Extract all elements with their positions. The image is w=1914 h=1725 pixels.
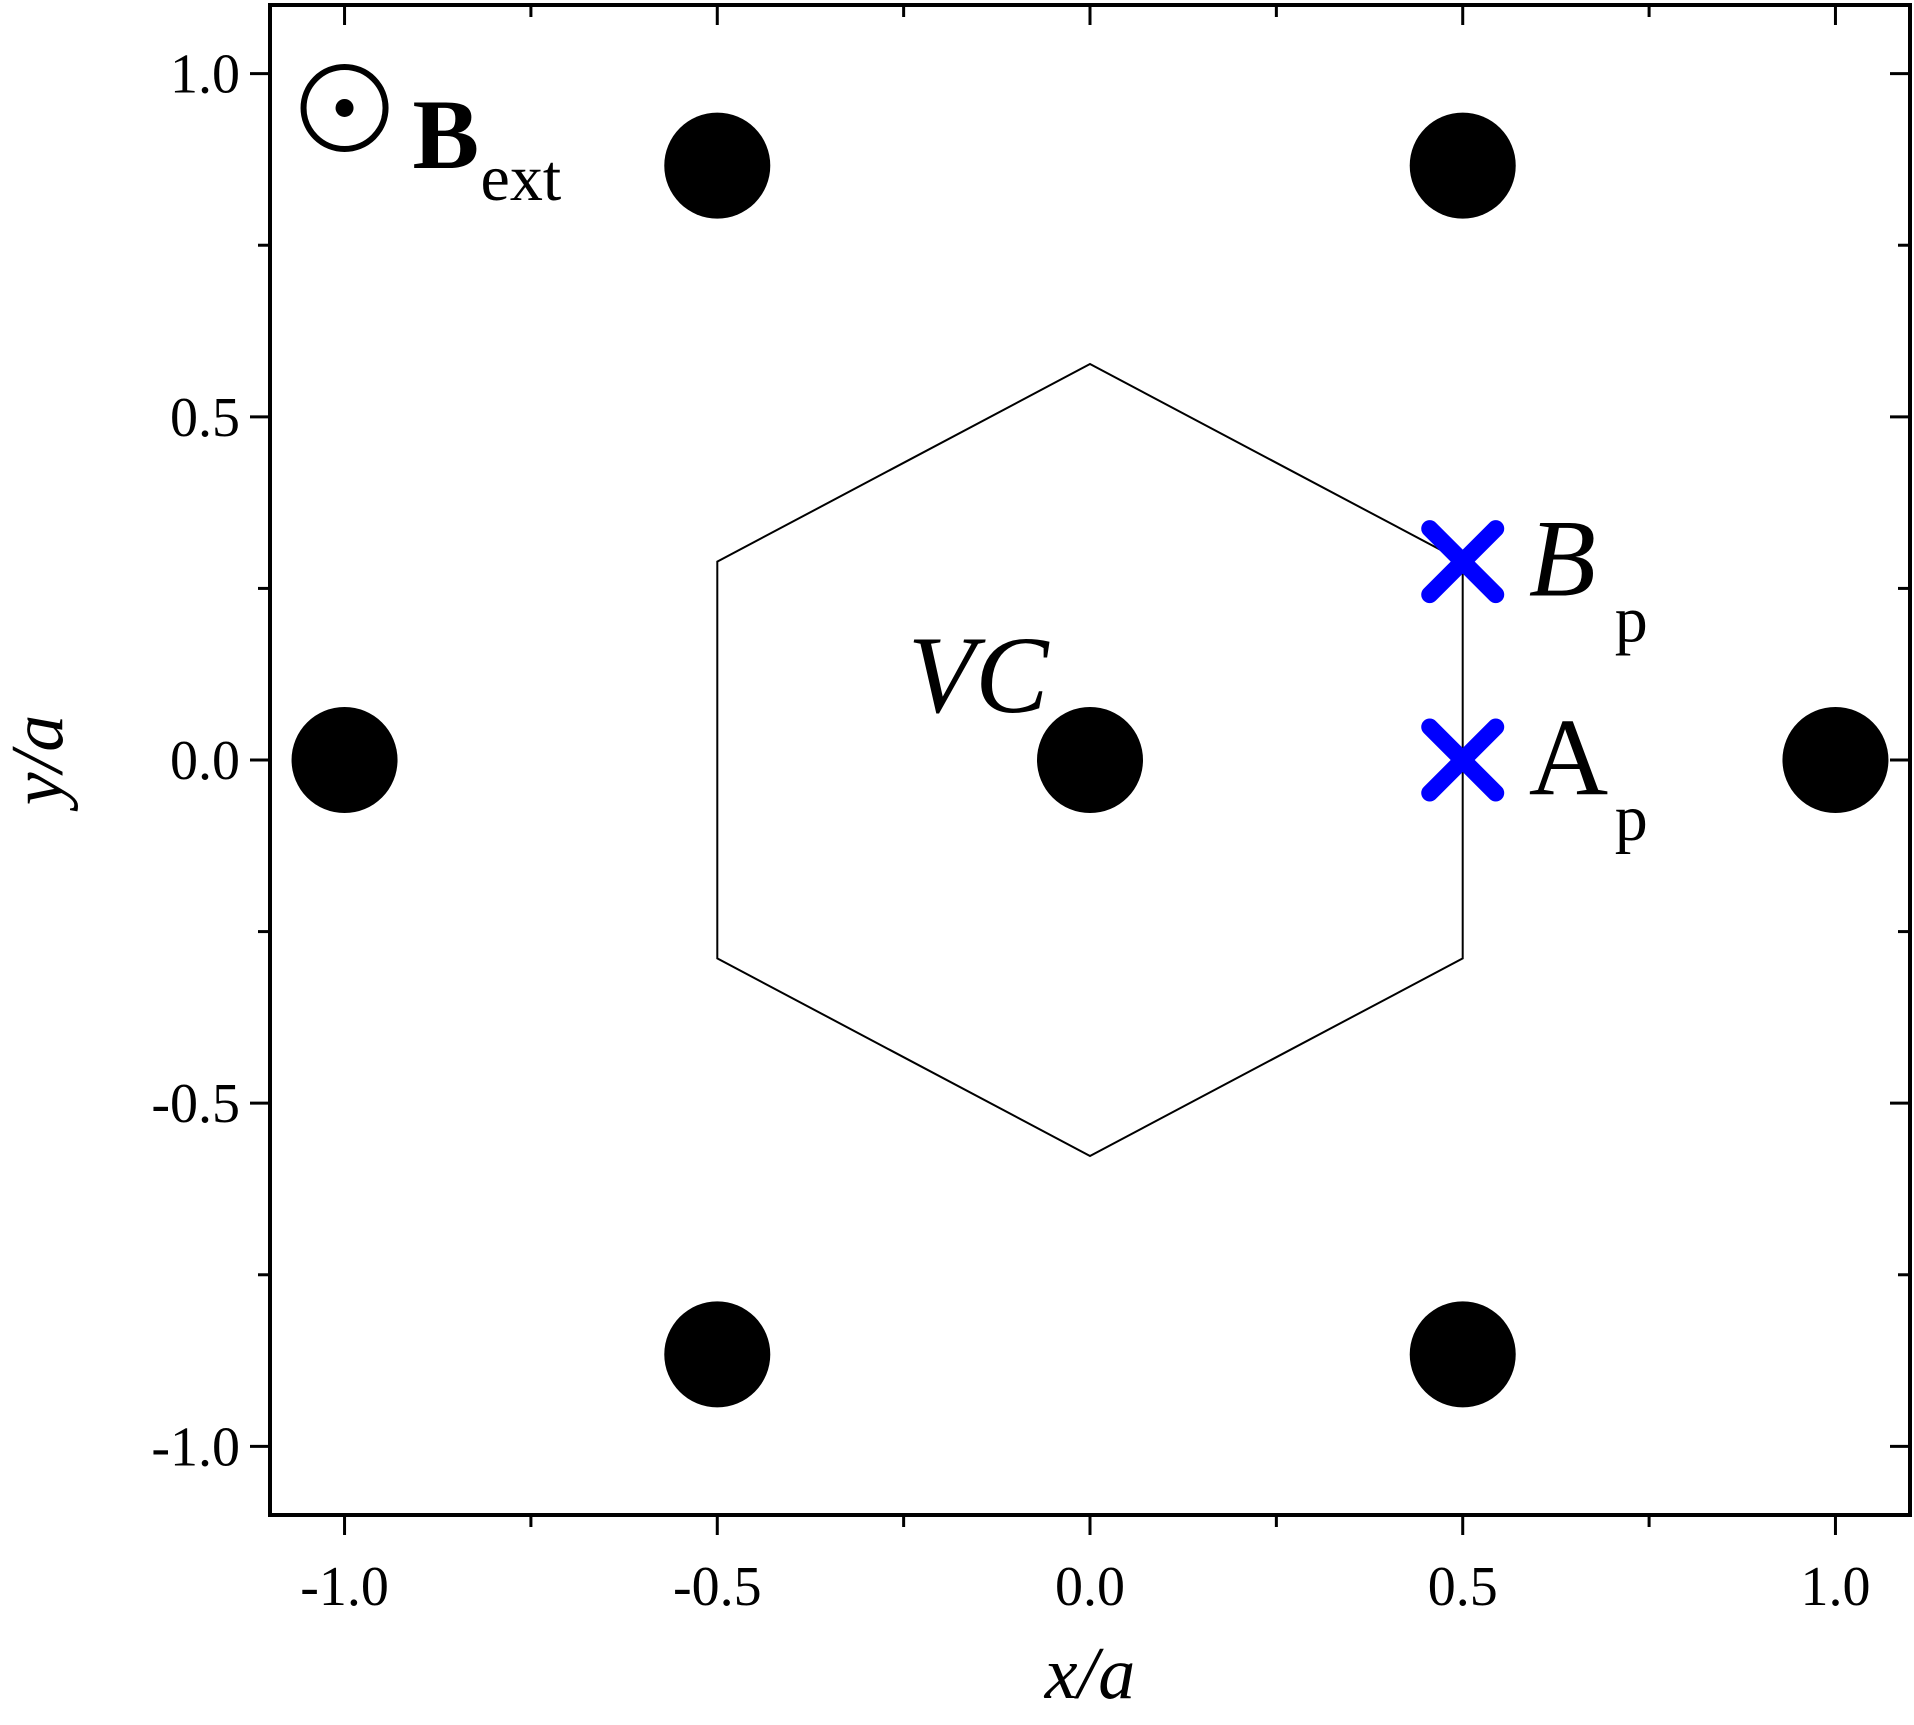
vortex-point: [291, 707, 398, 813]
x-axis-title: x/a: [1044, 1633, 1135, 1715]
field-out-of-page-dot: [335, 98, 354, 117]
vortex-point: [1037, 707, 1143, 813]
pinning-site-label: A: [1529, 696, 1608, 818]
y-tick-label: -0.5: [151, 1073, 240, 1135]
x-tick-label: -1.0: [300, 1556, 389, 1618]
x-tick-label: -0.5: [673, 1556, 762, 1618]
y-tick-label: -1.0: [151, 1416, 240, 1478]
vortex-point: [664, 1301, 771, 1408]
field-out-of-page-icon: [300, 63, 389, 152]
x-tick-label: 0.5: [1428, 1556, 1498, 1618]
vortex-point: [664, 112, 771, 219]
vortex-point: [1782, 707, 1889, 813]
field-label-subscript: ext: [481, 142, 562, 215]
pinning-site-label-subscript: p: [1615, 782, 1648, 855]
x-tick-label: 1.0: [1800, 1556, 1870, 1618]
pinning-site-marker: [1421, 718, 1505, 802]
y-tick-label: 0.5: [170, 387, 240, 449]
tick-labels-layer: -1.0 -0.5 0.0 0.5 1.0 -1.0 -0.5 0.0 0.5 1.0: [151, 44, 1870, 1618]
pinning-site-label: B: [1529, 498, 1596, 620]
annotation-layer: VC B ext: [300, 63, 1050, 736]
field-label: B: [413, 79, 480, 190]
ticks-layer: [250, 5, 1910, 1535]
cross-stroke: [1421, 520, 1505, 604]
y-tick-label: 0.0: [170, 730, 240, 792]
vortex-point: [1409, 112, 1516, 219]
pinning-site-label-subscript: p: [1615, 584, 1648, 657]
vc-label: VC: [908, 614, 1050, 736]
y-tick-label: 1.0: [170, 44, 240, 106]
x-tick-label: 0.0: [1055, 1556, 1125, 1618]
pinning-site-marker: [1421, 520, 1505, 604]
y-axis-title: y/a: [0, 715, 79, 812]
vortex-point: [1409, 1301, 1516, 1408]
cross-stroke: [1421, 718, 1505, 802]
